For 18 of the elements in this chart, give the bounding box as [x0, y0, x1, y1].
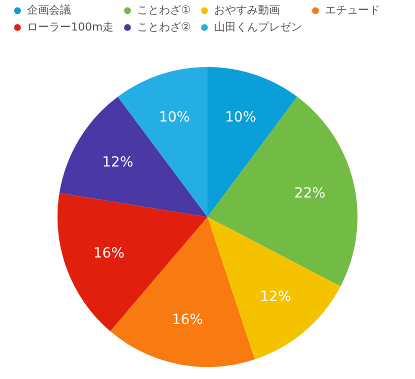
data-label: 12% — [102, 154, 134, 171]
data-label: 16% — [172, 312, 203, 328]
pie-slice — [58, 193, 208, 332]
data-label: 10% — [158, 109, 190, 126]
data-label: 12% — [260, 288, 292, 305]
legend-label: エチュード — [325, 4, 380, 17]
legend-label: ことわざ① — [137, 4, 191, 17]
legend-label: おやすみ動画 — [214, 4, 280, 17]
legend-label: ことわざ② — [137, 20, 191, 34]
pie-slice — [208, 217, 340, 360]
data-label: 22% — [294, 186, 326, 202]
pie-slice — [208, 96, 358, 286]
legend-label: 企画会議 — [27, 4, 71, 17]
data-label: 10% — [225, 109, 256, 126]
pie-slice — [59, 96, 208, 217]
data-label: 16% — [93, 245, 125, 262]
legend-label: 山田くんプレゼン — [214, 20, 302, 34]
legend-label: ローラー100m走 — [27, 20, 114, 34]
